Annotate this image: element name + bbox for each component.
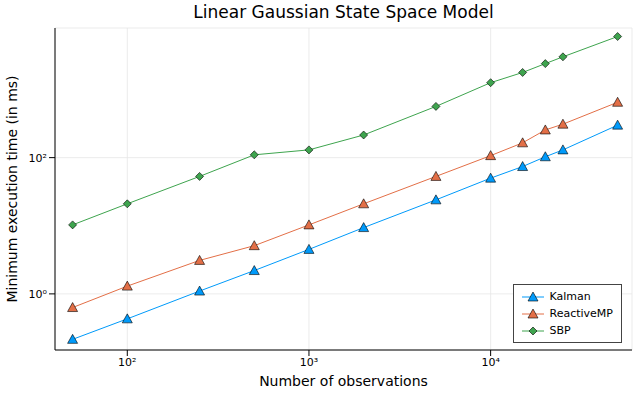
svg-text:10⁰: 10⁰ [29,288,48,301]
svg-text:10³: 10³ [300,356,318,369]
html-text:ReactiveMP: ReactiveMP [549,307,613,320]
svg-text:10²: 10² [29,152,47,165]
html-text:Minimum execution time (in ms): Minimum execution time (in ms) [4,75,20,303]
html-text:Kalman: Kalman [549,290,591,303]
svg-text:10⁴: 10⁴ [481,356,500,369]
html-text:Linear Gaussian State Space Mo: Linear Gaussian State Space Model [193,2,494,22]
svg-text:10²: 10² [118,356,136,369]
html-text:SBP: SBP [549,324,571,337]
html-text:Number of observations: Number of observations [259,373,428,389]
